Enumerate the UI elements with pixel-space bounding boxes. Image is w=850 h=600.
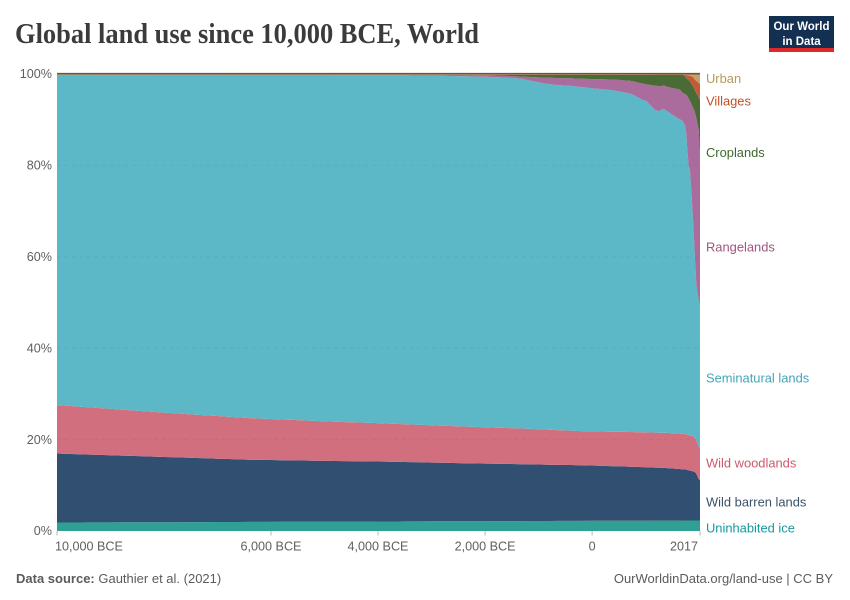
svg-text:6,000 BCE: 6,000 BCE [241, 540, 302, 554]
svg-text:20%: 20% [27, 433, 52, 447]
svg-text:Urban: Urban [706, 71, 741, 86]
svg-text:Rangelands: Rangelands [706, 240, 775, 255]
svg-text:100%: 100% [20, 67, 52, 81]
svg-text:40%: 40% [27, 341, 52, 355]
svg-text:Wild woodlands: Wild woodlands [706, 456, 796, 471]
svg-text:0%: 0% [34, 524, 52, 538]
svg-text:Croplands: Croplands [706, 145, 765, 160]
svg-text:Villages: Villages [706, 94, 751, 109]
svg-text:80%: 80% [27, 159, 52, 173]
svg-text:Seminatural lands: Seminatural lands [706, 371, 809, 386]
svg-text:60%: 60% [27, 250, 52, 264]
svg-text:2017: 2017 [670, 540, 698, 554]
svg-text:0: 0 [589, 540, 596, 554]
svg-text:10,000 BCE: 10,000 BCE [55, 540, 123, 554]
svg-text:2,000 BCE: 2,000 BCE [455, 540, 516, 554]
svg-text:Uninhabited ice: Uninhabited ice [706, 521, 795, 536]
svg-text:Wild barren lands: Wild barren lands [706, 495, 806, 510]
svg-text:4,000 BCE: 4,000 BCE [348, 540, 409, 554]
